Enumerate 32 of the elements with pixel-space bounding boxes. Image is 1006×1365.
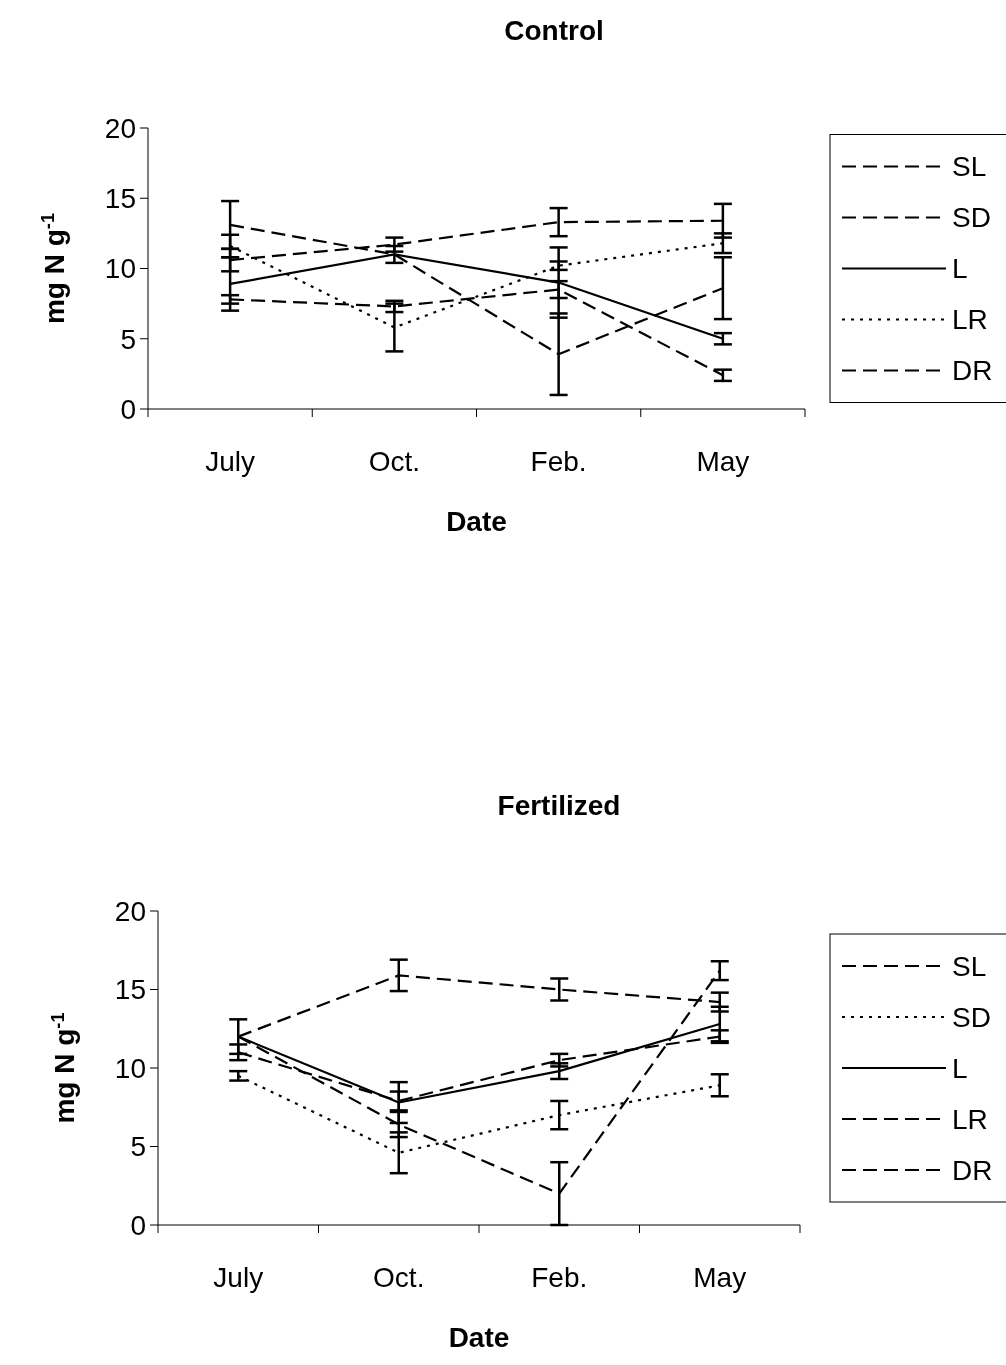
y-tick-label: 5 — [120, 323, 136, 355]
chart-title: Fertilized — [497, 790, 621, 821]
legend-label: LR — [952, 1103, 988, 1135]
legend-label: LR — [952, 304, 988, 336]
x-tick-label: Oct. — [368, 446, 421, 477]
legend-label: L — [952, 1052, 968, 1084]
legend-label: SL — [952, 151, 987, 183]
y-tick-label: 0 — [120, 393, 136, 425]
x-tick-label: Oct. — [373, 1262, 425, 1293]
legend-label: L — [952, 253, 968, 285]
y-tick-label: 20 — [114, 895, 146, 927]
y-tick-label: 10 — [114, 1052, 146, 1084]
x-tick-label: July — [213, 1262, 264, 1293]
x-tick-label: July — [205, 446, 256, 477]
x-tick-label: May — [696, 446, 750, 477]
legend-label: SL — [952, 950, 987, 982]
y-tick-label: 0 — [130, 1209, 146, 1241]
x-axis-title: Date — [448, 1322, 510, 1353]
y-tick-label: 10 — [104, 253, 136, 285]
y-tick-label: 15 — [114, 974, 146, 1006]
legend-label: SD — [952, 1001, 991, 1033]
chart-title: Control — [504, 15, 604, 46]
y-tick-label: 20 — [104, 112, 136, 144]
x-axis-title: Date — [446, 506, 507, 537]
x-tick-label: May — [693, 1262, 747, 1293]
y-tick-label: 5 — [130, 1131, 146, 1163]
legend-label: SD — [952, 202, 991, 234]
legend-label: DR — [952, 355, 993, 387]
x-tick-label: Feb. — [530, 446, 587, 477]
legend-label: DR — [952, 1154, 993, 1186]
x-tick-label: Feb. — [531, 1262, 588, 1293]
y-tick-label: 15 — [104, 183, 136, 215]
